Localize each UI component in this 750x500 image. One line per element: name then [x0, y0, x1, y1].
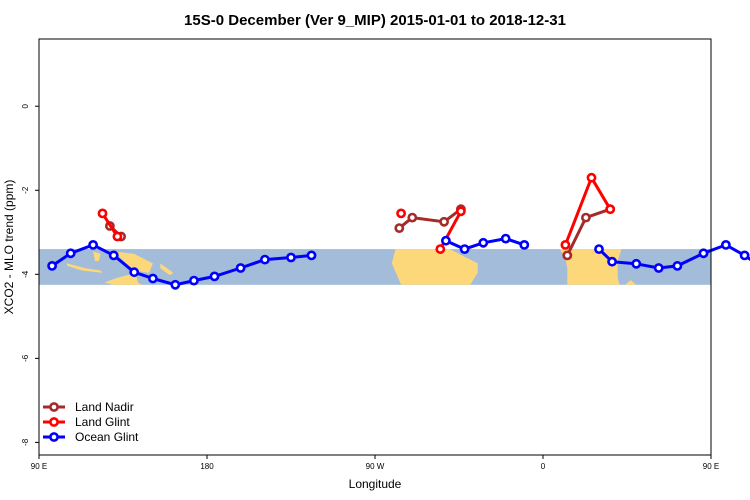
land-glint-point: [97, 208, 108, 219]
ocean-glint-point: [721, 239, 731, 250]
land-nadir-point: [581, 212, 591, 223]
y-tick-label: -4: [21, 270, 30, 278]
ocean-glint-point: [129, 267, 140, 278]
land-nadir-point: [439, 216, 449, 227]
y-tick-label: -8: [21, 438, 30, 446]
land-mass: [93, 251, 101, 261]
ocean-glint-point: [259, 254, 270, 265]
land-mass: [559, 249, 622, 285]
land-nadir-point: [394, 223, 405, 233]
ocean-glint-point: [594, 244, 604, 254]
land-glint-point: [112, 231, 123, 242]
land-mass: [391, 249, 478, 285]
land-glint-point: [396, 208, 406, 219]
land-glint-point: [455, 206, 466, 217]
land-mass: [115, 251, 153, 273]
land-nadir-point: [562, 250, 573, 261]
x-tick-label: 0: [541, 462, 546, 471]
ocean-glint-point: [286, 252, 296, 263]
x-tick-label: 90 W: [366, 462, 385, 471]
legend-land-nadir-label: Land Nadir: [75, 400, 134, 414]
ocean-glint-point: [235, 263, 246, 273]
ocean-glint-point: [188, 275, 199, 286]
y-tick-label: 0: [21, 103, 30, 108]
ocean-glint-point: [500, 233, 511, 244]
land-glint-point: [586, 172, 597, 183]
legend-land-glint-label: Land Glint: [75, 415, 130, 429]
legend-land-glint-marker: [49, 417, 59, 427]
ocean-glint-point: [739, 250, 750, 261]
y-axis-label: XCO2 - MLO trend (ppm): [2, 180, 16, 315]
map-band: [39, 249, 711, 285]
chart-title: 15S-0 December (Ver 9_MIP) 2015-01-01 to…: [184, 12, 566, 29]
legend-land-nadir-marker: [49, 402, 59, 412]
ocean-glint-point: [306, 250, 317, 261]
x-tick-label: 180: [200, 462, 214, 471]
x-axis-label: Longitude: [349, 477, 402, 491]
y-tick-label: -2: [21, 186, 30, 194]
land-mass: [67, 263, 103, 273]
ocean-glint-point: [170, 279, 181, 290]
x-tick-label: 90 E: [31, 462, 47, 471]
ocean-glint-line: [597, 243, 750, 270]
legend-ocean-glint-label: Ocean Glint: [75, 430, 139, 444]
x-tick-label: 90 E: [703, 462, 719, 471]
land-nadir-point: [407, 212, 418, 223]
ocean-glint-point: [47, 260, 57, 271]
ocean-glint-point: [672, 260, 683, 271]
axes: 90 E 180 90 W 0 90 E 0 -2 -4 -6 -8: [21, 103, 719, 471]
legend-ocean-glint-marker: [49, 432, 59, 442]
ocean-glint-point: [65, 248, 76, 259]
ocean-glint-point: [698, 248, 709, 259]
ocean-glint-point: [209, 271, 220, 282]
ocean-glint-point: [519, 239, 530, 250]
y-tick-label: -6: [21, 354, 30, 362]
land-glint-point: [435, 244, 446, 254]
land-glint-point: [560, 239, 571, 250]
ocean-glint-point: [440, 235, 451, 246]
land-mass: [625, 280, 637, 285]
ocean-glint-point: [88, 239, 98, 250]
land-mass: [160, 263, 174, 276]
ocean-glint-point: [147, 273, 158, 284]
ocean-glint-point: [459, 244, 470, 254]
land-glint-point: [605, 204, 616, 215]
ocean-glint-point: [108, 250, 119, 261]
series-layer: [47, 172, 750, 290]
ocean-glint-point: [478, 237, 489, 248]
ocean-glint-point: [631, 258, 642, 269]
ocean-glint-point: [653, 263, 664, 273]
land-nadir-line: [397, 207, 463, 230]
ocean-glint-point: [607, 256, 617, 267]
